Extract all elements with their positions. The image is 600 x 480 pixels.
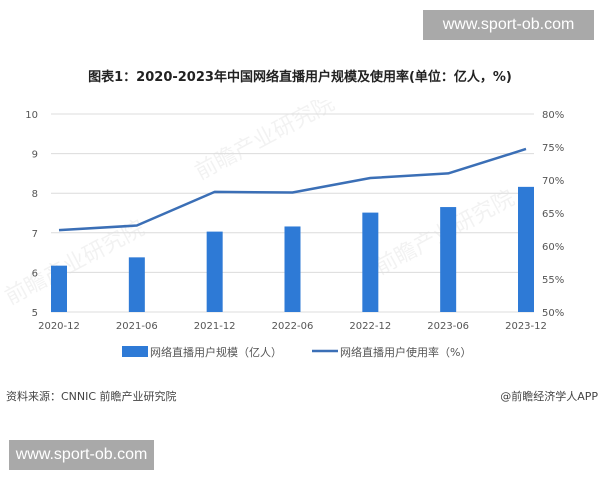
bar-2023-12 [518, 186, 534, 312]
credit-note: @前瞻经济学人APP [500, 390, 598, 403]
bar-2020-12 [51, 265, 67, 312]
left-tick-label: 9 [32, 150, 38, 161]
x-tick-label: 2022-12 [349, 321, 391, 332]
legend-line-label: 网络直播用户使用率（%） [340, 345, 471, 359]
bar-2023-06 [440, 207, 457, 312]
bar-2022-12 [362, 212, 379, 312]
x-axis-labels: 2020-12 2021-06 2021-12 2022-06 2022-12 2023-… [38, 321, 547, 332]
legend-bar-label: 网络直播用户规模（亿人） [150, 345, 282, 359]
x-tick-label: 2023-12 [505, 321, 547, 332]
left-tick-label: 8 [32, 189, 38, 200]
watermark-text: 前瞻产业研究院 [191, 100, 339, 185]
line-series [58, 147, 527, 232]
legend-bar-swatch [122, 346, 148, 357]
right-tick-label: 50% [542, 308, 564, 319]
x-tick-label: 2022-06 [272, 321, 314, 332]
right-tick-label: 65% [542, 209, 564, 220]
right-tick-label: 70% [542, 176, 564, 187]
bar-2022-06 [284, 226, 301, 312]
legend: 网络直播用户规模（亿人） 网络直播用户使用率（%） [122, 345, 471, 359]
bar-series [51, 186, 534, 312]
right-tick-label: 75% [542, 143, 564, 154]
x-tick-label: 2021-06 [116, 321, 158, 332]
left-tick-label: 7 [32, 229, 38, 240]
left-axis-ticks: 10 9 8 7 6 5 [25, 110, 38, 319]
x-tick-label: 2021-12 [194, 321, 236, 332]
right-tick-label: 60% [542, 242, 564, 253]
chart-title: 图表1：2020-2023年中国网络直播用户规模及使用率(单位：亿人，%) [88, 70, 512, 85]
watermark-top: www.sport-ob.com [423, 10, 594, 40]
right-tick-label: 55% [542, 275, 564, 286]
x-tick-label: 2023-06 [427, 321, 469, 332]
right-axis-ticks: 80% 75% 70% 65% 60% 55% 50% [542, 110, 564, 319]
source-note: 资料来源：CNNIC 前瞻产业研究院 [6, 390, 177, 403]
left-tick-label: 6 [32, 268, 38, 279]
left-tick-label: 5 [32, 308, 38, 319]
bar-2021-06 [128, 257, 145, 312]
right-tick-label: 80% [542, 110, 564, 121]
left-tick-label: 10 [25, 110, 38, 121]
bar-2021-12 [206, 231, 223, 312]
watermark-bottom: www.sport-ob.com [9, 440, 154, 470]
x-tick-label: 2020-12 [38, 321, 80, 332]
